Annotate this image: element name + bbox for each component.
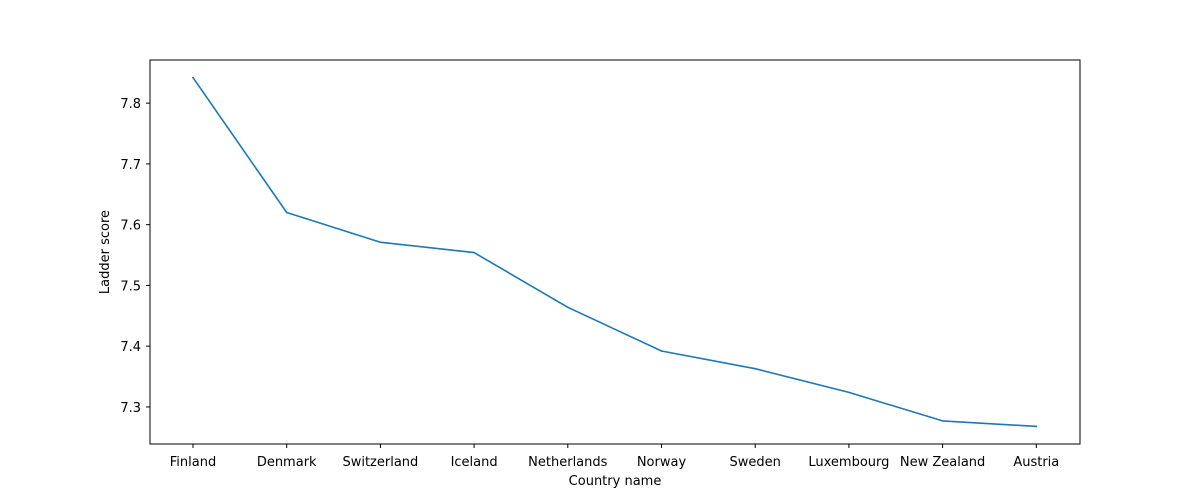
x-tick-label: New Zealand xyxy=(900,455,985,470)
y-tick-label: 7.7 xyxy=(120,158,141,173)
x-tick-label: Iceland xyxy=(451,455,498,470)
y-axis-label: Ladder score xyxy=(98,210,113,294)
y-tick-label: 7.6 xyxy=(120,219,141,234)
data-point xyxy=(567,306,569,309)
x-tick-label: Denmark xyxy=(257,455,317,470)
data-point xyxy=(473,251,475,254)
data-point xyxy=(941,420,944,422)
series-line xyxy=(191,76,1038,428)
x-axis-label: Country name xyxy=(569,474,662,489)
data-point xyxy=(848,391,850,394)
data-point xyxy=(754,367,756,370)
x-tick-label: Netherlands xyxy=(528,455,607,470)
y-tick-label: 7.5 xyxy=(120,279,141,294)
data-point xyxy=(1035,425,1038,428)
x-tick-label: Finland xyxy=(170,455,216,470)
x-tick-label: Luxembourg xyxy=(808,455,889,470)
y-tick-label: 7.4 xyxy=(120,340,141,355)
data-point xyxy=(660,350,663,352)
data-point xyxy=(379,241,382,244)
plot-area: Finland Denmark Switzerland Iceland Netherla… xyxy=(120,59,1081,470)
axes-frame xyxy=(149,59,1081,445)
x-tick-label: Switzerland xyxy=(342,455,418,470)
data-point xyxy=(192,76,194,79)
x-tick-label: Norway xyxy=(637,455,687,470)
data-point xyxy=(285,211,288,214)
x-tick-label: Austria xyxy=(1013,455,1059,470)
y-tick-label: 7.3 xyxy=(120,401,141,416)
x-tick-label: Sweden xyxy=(730,455,781,470)
y-tick-label: 7.8 xyxy=(120,97,141,112)
